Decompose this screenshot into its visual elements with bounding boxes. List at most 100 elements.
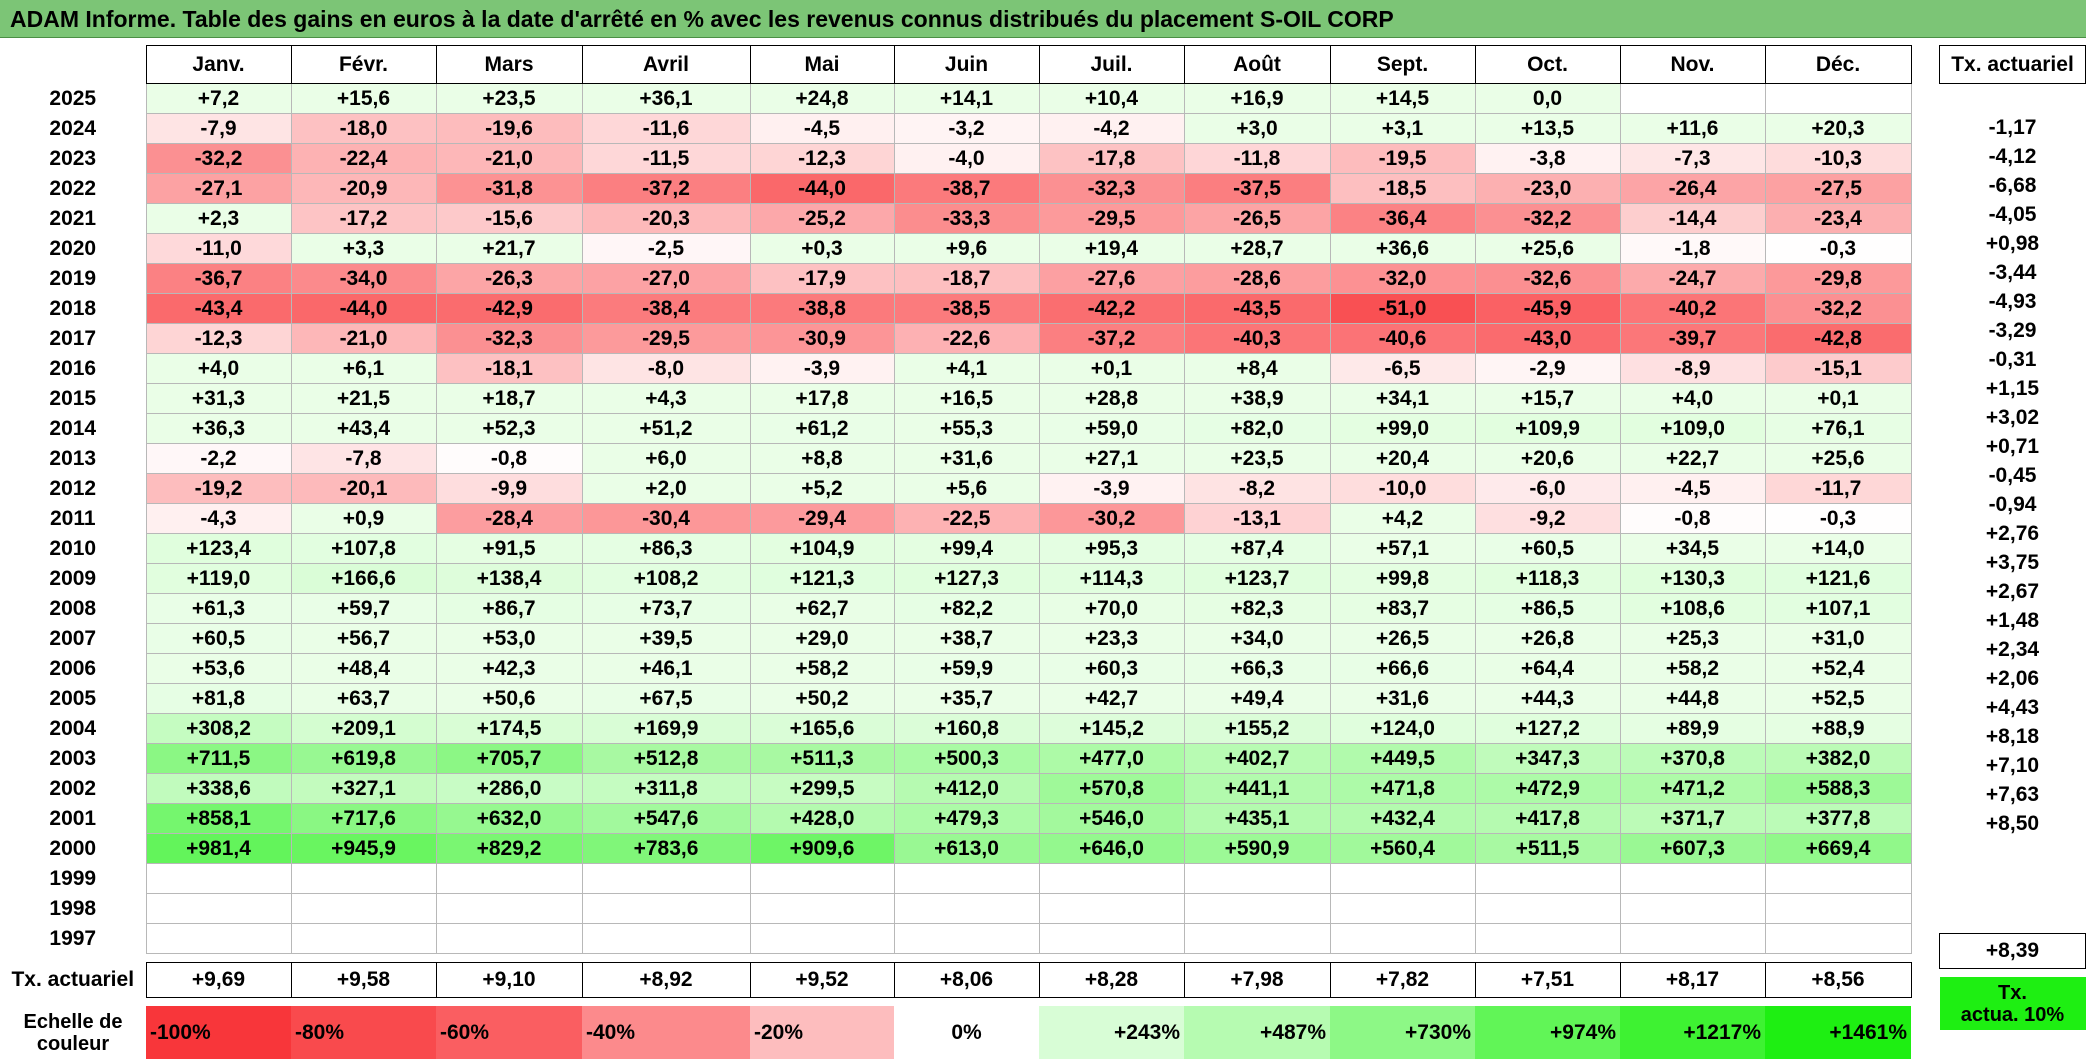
gain-cell: +2,0 (581, 473, 751, 504)
gain-cell: +104,9 (749, 533, 895, 564)
gain-cell (1474, 863, 1621, 894)
gain-cell: +119,0 (145, 563, 292, 594)
gain-cell: +25,6 (1474, 233, 1621, 264)
gain-cell: -17,9 (749, 263, 895, 294)
gain-cell: +0,1 (1038, 353, 1185, 384)
rate-row: +2,34 (1940, 635, 2086, 664)
rate-cell: +7,10 (1985, 753, 2040, 777)
scale-swatch: -100% (146, 1006, 291, 1059)
scale-swatch: -40% (582, 1006, 750, 1059)
table-row: 2012 -19,2 -20,1 -9,9 +2,0 +5,2 +5,6 -3,9 -8,2 -1… (0, 473, 1912, 504)
gain-cell: +669,4 (1764, 833, 1912, 864)
rate-cell: +3,02 (1985, 405, 2040, 429)
gain-cell: +8,4 (1183, 353, 1331, 384)
gap-row (1940, 969, 2086, 978)
table-row: 2008 +61,3 +59,7 +86,7 +73,7 +62,7 +82,2 +70,0 +… (0, 593, 1912, 624)
gain-cell: -11,7 (1764, 473, 1912, 504)
rate-cell: -3,44 (1988, 260, 2037, 284)
gain-cell: -4,5 (1619, 473, 1766, 504)
year-label: 2016 (49, 356, 97, 380)
gain-cell: +10,4 (1038, 83, 1185, 114)
actuarial-value: +9,69 (145, 962, 292, 998)
color-scale-row: Echelle de couleur -100% -80% -60% -40% -20% 0%… (0, 1006, 1911, 1059)
gain-cell: +123,4 (145, 533, 292, 564)
gain-cell: +50,6 (435, 683, 583, 714)
scale-swatch: -60% (436, 1006, 582, 1059)
month-header-8: Août (1183, 45, 1331, 84)
gain-cell: +44,8 (1619, 683, 1766, 714)
rate-cell: +1,48 (1985, 608, 2040, 632)
corner-cell (0, 45, 146, 84)
gain-cell: -7,9 (145, 113, 292, 144)
gain-cell: -29,5 (581, 323, 751, 354)
gain-cell: -8,9 (1619, 353, 1766, 384)
gain-cell: +73,7 (581, 593, 751, 624)
gain-cell: +8,8 (749, 443, 895, 474)
rate-cell: -6,68 (1988, 173, 2037, 197)
gain-cell: -21,0 (435, 143, 583, 174)
gain-cell: +31,6 (1329, 683, 1476, 714)
table-row: 2020 -11,0 +3,3 +21,7 -2,5 +0,3 +9,6 +19,4 +28,7… (0, 233, 1912, 264)
gain-cell: -2,9 (1474, 353, 1621, 384)
gain-cell: +16,5 (893, 383, 1040, 414)
rate-row: -0,31 (1940, 345, 2086, 374)
month-header-11: Nov. (1619, 45, 1766, 84)
year-label: 2021 (49, 206, 97, 230)
gain-cell (145, 893, 292, 924)
gain-cell: -30,9 (749, 323, 895, 354)
gain-cell (1764, 923, 1912, 954)
gain-cell: +14,1 (893, 83, 1040, 114)
rate-cell: +2,06 (1985, 666, 2040, 690)
gain-cell: +441,1 (1183, 773, 1331, 804)
rate-cell: -4,05 (1988, 202, 2037, 226)
rate-cell: +8,50 (1985, 811, 2040, 835)
gain-cell: +52,4 (1764, 653, 1912, 684)
gain-cell: +56,7 (290, 623, 437, 654)
rate-row: +8,18 (1940, 722, 2086, 751)
gain-cell: +26,5 (1329, 623, 1476, 654)
gain-cell: +632,0 (435, 803, 583, 834)
gain-cell: +286,0 (435, 773, 583, 804)
table-row: 2011 -4,3 +0,9 -28,4 -30,4 -29,4 -22,5 -30,2 -13… (0, 503, 1912, 534)
gain-cell: +23,3 (1038, 623, 1185, 654)
gain-cell: +570,8 (1038, 773, 1185, 804)
gain-cell: +87,4 (1183, 533, 1331, 564)
gain-cell: -38,8 (749, 293, 895, 324)
gain-cell: +4,0 (1619, 383, 1766, 414)
gain-cell: +432,4 (1329, 803, 1476, 834)
actuarial-value: +9,52 (749, 962, 895, 998)
gain-cell: +52,3 (435, 413, 583, 444)
rate-row: +7,63 (1940, 780, 2086, 809)
rate-row: +2,76 (1940, 519, 2086, 548)
rate-cell (1940, 84, 2086, 114)
gain-cell: +3,1 (1329, 113, 1476, 144)
gain-cell: +42,7 (1038, 683, 1185, 714)
gain-cell (1474, 893, 1621, 924)
gain-cell: +121,3 (749, 563, 895, 594)
gain-cell: -44,0 (290, 293, 437, 324)
gain-cell: +109,9 (1474, 413, 1621, 444)
rate-cell: +0,98 (1985, 231, 2040, 255)
gain-cell: -36,4 (1329, 203, 1476, 234)
gain-cell: +59,7 (290, 593, 437, 624)
gain-cell (1329, 893, 1476, 924)
gain-cell: +613,0 (893, 833, 1040, 864)
gain-cell: +165,6 (749, 713, 895, 744)
gain-cell: +95,3 (1038, 533, 1185, 564)
gain-cell: +58,2 (1619, 653, 1766, 684)
rate-cell: +3,75 (1985, 550, 2040, 574)
year-label: 2010 (49, 536, 97, 560)
gain-cell: -28,6 (1183, 263, 1331, 294)
gains-table: Janv. Févr. Mars Avril Mai Juin Juil. Août Sept.… (0, 45, 1912, 1059)
gain-cell: +36,6 (1329, 233, 1476, 264)
gain-cell: -32,3 (435, 323, 583, 354)
gain-cell: +6,1 (290, 353, 437, 384)
gain-cell: +67,5 (581, 683, 751, 714)
month-header-12: Déc. (1764, 45, 1912, 84)
gain-cell: +28,7 (1183, 233, 1331, 264)
gain-cell: +118,3 (1474, 563, 1621, 594)
year-label: 2025 (49, 86, 97, 110)
gain-cell: +24,8 (749, 83, 895, 114)
rate-row: +1,15 (1940, 374, 2086, 403)
gain-cell: -17,8 (1038, 143, 1185, 174)
